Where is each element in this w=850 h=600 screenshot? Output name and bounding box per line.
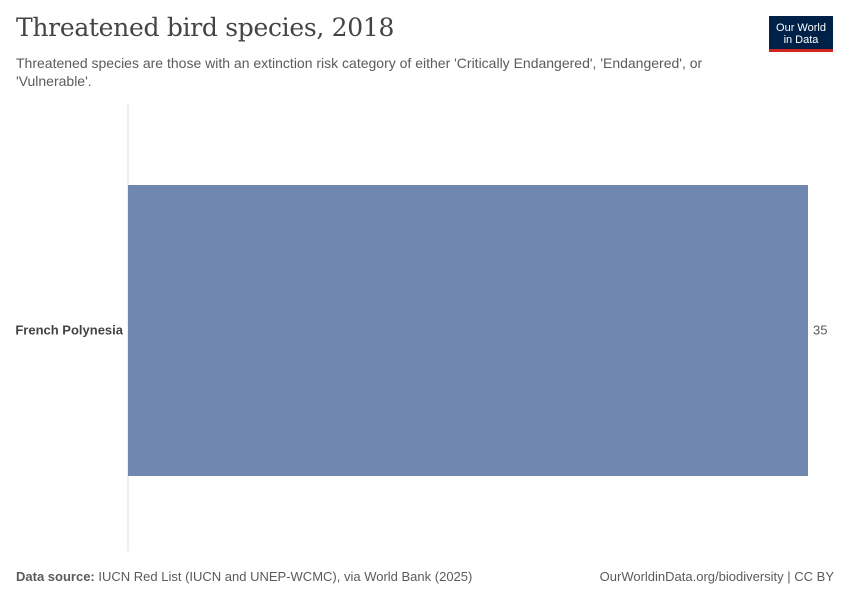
bar[interactable]: [128, 185, 808, 476]
category-label: French Polynesia: [15, 323, 123, 338]
chart-title: Threatened bird species, 2018: [16, 13, 395, 42]
logo-line-1: Our World: [776, 21, 826, 34]
data-source-label: Data source:: [16, 569, 95, 584]
data-source-text: IUCN Red List (IUCN and UNEP-WCMC), via …: [98, 569, 473, 584]
owid-logo[interactable]: Our World in Data: [769, 16, 833, 52]
data-source: Data source: IUCN Red List (IUCN and UNE…: [16, 569, 472, 584]
source-url-license[interactable]: OurWorldinData.org/biodiversity | CC BY: [599, 569, 834, 584]
logo-line-2: in Data: [783, 33, 819, 46]
data-label: 35: [813, 323, 827, 338]
chart-subtitle: Threatened species are those with an ext…: [16, 55, 703, 89]
